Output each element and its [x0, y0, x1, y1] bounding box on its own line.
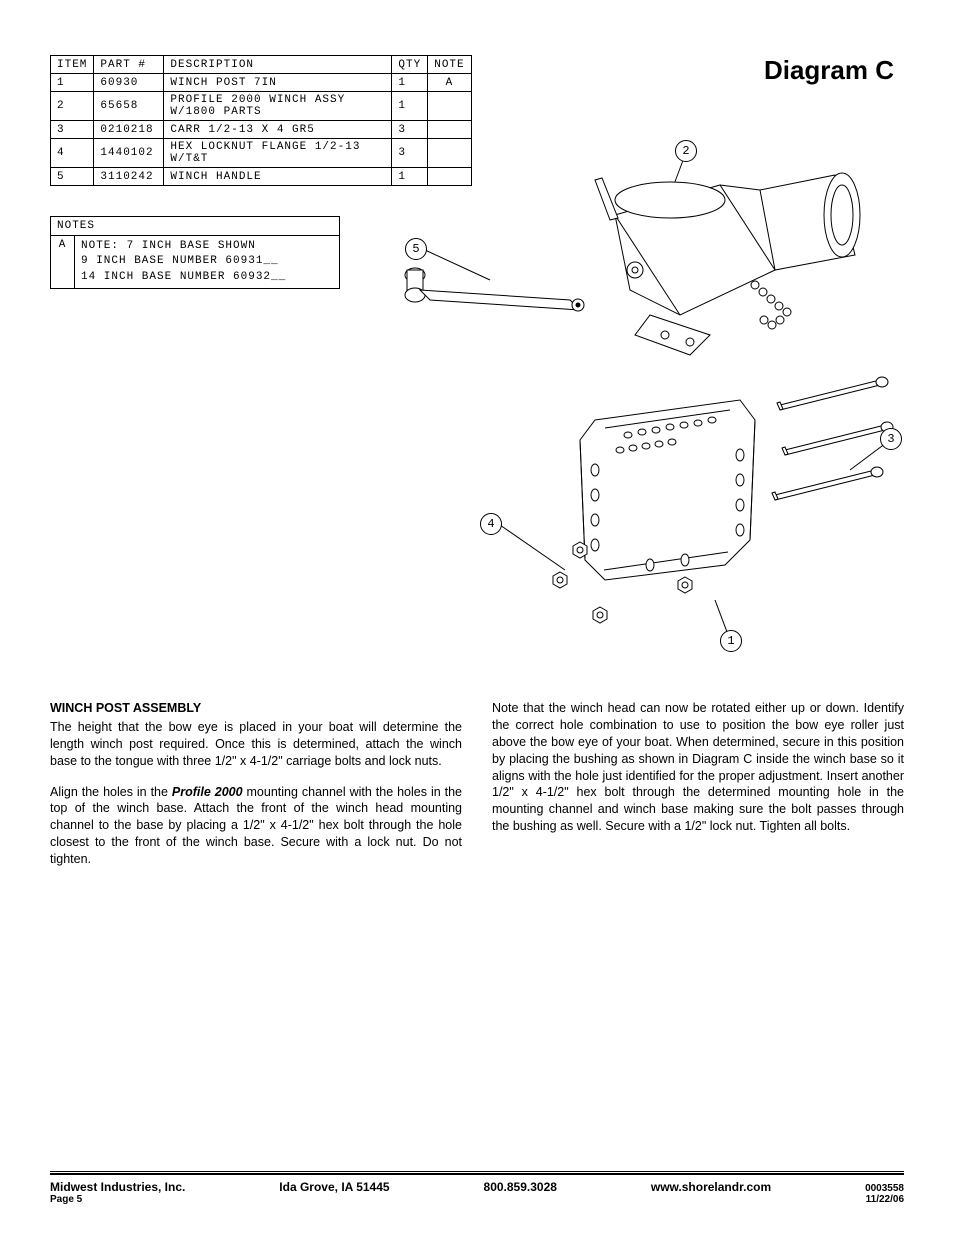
cell-part: 65658 — [94, 92, 164, 121]
diagram-svg — [380, 120, 910, 650]
cell-qty: 1 — [392, 74, 428, 92]
footer-company: Midwest Industries, Inc. — [50, 1180, 185, 1194]
footer-docnum: 0003558 — [865, 1183, 904, 1194]
footer-city: Ida Grove, IA 51445 — [279, 1180, 389, 1194]
cell-item: 2 — [51, 92, 94, 121]
cell-item: 3 — [51, 121, 94, 139]
balloon-1: 1 — [720, 630, 742, 652]
page-footer: Midwest Industries, Inc. Ida Grove, IA 5… — [50, 1180, 904, 1205]
parts-header-part: PART # — [94, 56, 164, 74]
text-emphasis: Profile 2000 — [172, 785, 243, 799]
cell-note — [428, 92, 471, 121]
cell-item: 5 — [51, 168, 94, 186]
cell-item: 4 — [51, 139, 94, 168]
paragraph: The height that the bow eye is placed in… — [50, 719, 462, 770]
note-body: NOTE: 7 INCH BASE SHOWN 9 INCH BASE NUMB… — [75, 236, 340, 289]
footer-url: www.shorelandr.com — [651, 1180, 771, 1194]
cell-desc: WINCH POST 7IN — [164, 74, 392, 92]
footer-page: Page 5 — [50, 1194, 82, 1205]
section-heading: WINCH POST ASSEMBLY — [50, 700, 462, 717]
cell-part: 60930 — [94, 74, 164, 92]
cell-qty: 1 — [392, 92, 428, 121]
parts-header-desc: DESCRIPTION — [164, 56, 392, 74]
table-row: 2 65658 PROFILE 2000 WINCH ASSY W/1800 P… — [51, 92, 472, 121]
table-row: 1 60930 WINCH POST 7IN 1 A — [51, 74, 472, 92]
footer-rule — [50, 1173, 904, 1175]
text-run: Align the holes in the — [50, 785, 172, 799]
footer-rule — [50, 1171, 904, 1172]
footer-phone: 800.859.3028 — [484, 1180, 557, 1194]
notes-table: NOTES A NOTE: 7 INCH BASE SHOWN 9 INCH B… — [50, 216, 340, 289]
cell-desc: WINCH HANDLE — [164, 168, 392, 186]
balloon-3: 3 — [880, 428, 902, 450]
body-text: WINCH POST ASSEMBLY The height that the … — [50, 700, 904, 882]
paragraph: Align the holes in the Profile 2000 moun… — [50, 784, 462, 868]
footer-date: 11/22/06 — [866, 1194, 904, 1205]
notes-header: NOTES — [51, 217, 340, 236]
balloon-2: 2 — [675, 140, 697, 162]
parts-header-note: NOTE — [428, 56, 471, 74]
cell-part: 1440102 — [94, 139, 164, 168]
cell-desc: PROFILE 2000 WINCH ASSY W/1800 PARTS — [164, 92, 392, 121]
parts-header-item: ITEM — [51, 56, 94, 74]
paragraph: Note that the winch head can now be rota… — [492, 700, 904, 835]
cell-desc: HEX LOCKNUT FLANGE 1/2-13 W/T&T — [164, 139, 392, 168]
cell-desc: CARR 1/2-13 X 4 GR5 — [164, 121, 392, 139]
parts-header-qty: QTY — [392, 56, 428, 74]
exploded-diagram: 2 5 3 4 1 — [380, 120, 910, 650]
note-key: A — [51, 236, 75, 289]
cell-note: A — [428, 74, 471, 92]
cell-part: 0210218 — [94, 121, 164, 139]
table-row: A NOTE: 7 INCH BASE SHOWN 9 INCH BASE NU… — [51, 236, 340, 289]
cell-part: 3110242 — [94, 168, 164, 186]
balloon-5: 5 — [405, 238, 427, 260]
diagram-title: Diagram C — [764, 55, 894, 86]
balloon-4: 4 — [480, 513, 502, 535]
cell-item: 1 — [51, 74, 94, 92]
